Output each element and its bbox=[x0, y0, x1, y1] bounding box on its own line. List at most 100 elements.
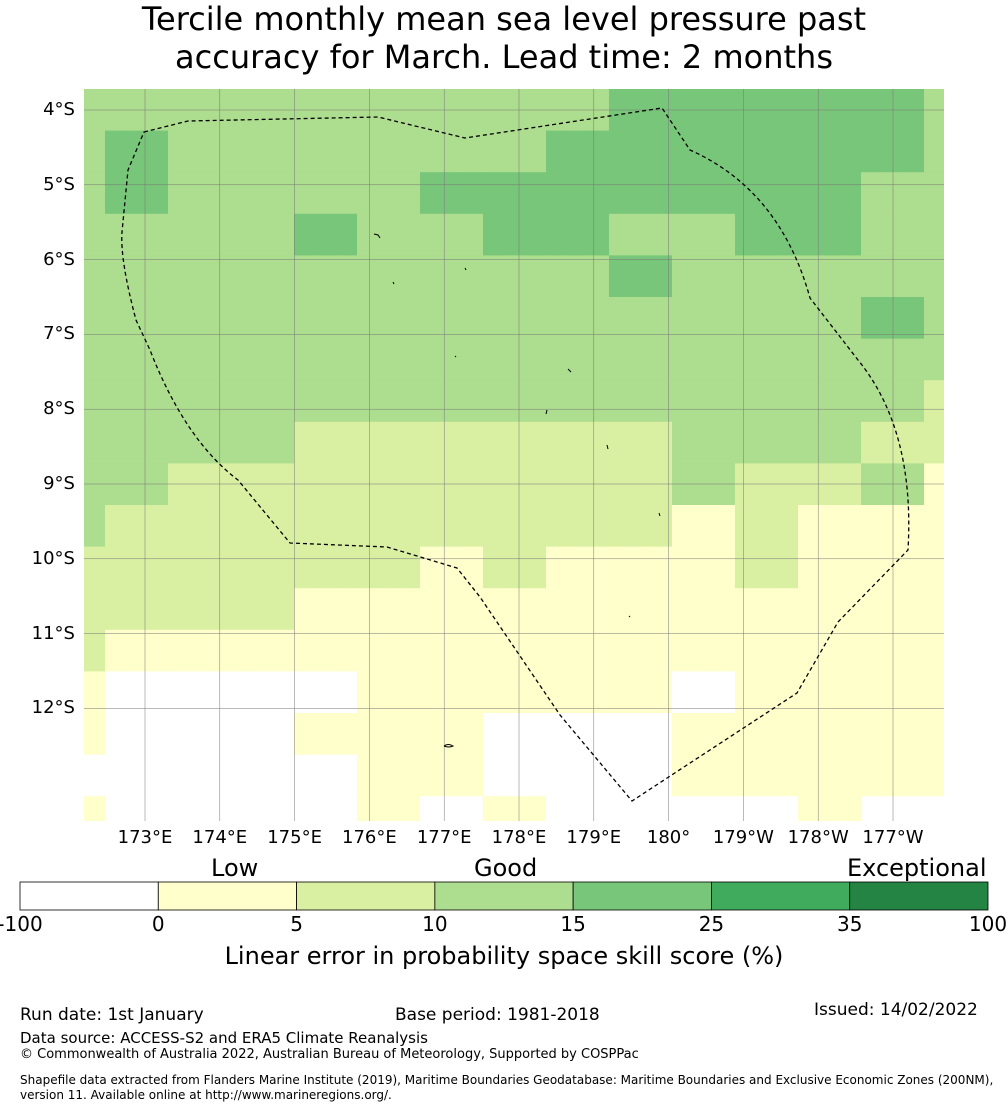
grid-cell bbox=[147, 172, 169, 215]
grid-cell bbox=[126, 505, 148, 548]
grid-cell bbox=[840, 463, 862, 506]
grid-cell bbox=[126, 421, 148, 464]
grid-cell bbox=[840, 338, 862, 381]
grid-cell bbox=[399, 671, 421, 714]
colorbar-label: Linear error in probability space skill … bbox=[224, 942, 784, 970]
island bbox=[567, 368, 572, 373]
grid-cell bbox=[903, 588, 925, 631]
grid-cell bbox=[672, 463, 694, 506]
grid-cell bbox=[378, 629, 400, 672]
grid-cell bbox=[105, 380, 127, 423]
grid-cell bbox=[294, 297, 316, 340]
island bbox=[443, 744, 455, 748]
grid-cell bbox=[924, 297, 946, 340]
grid-cell bbox=[819, 546, 841, 589]
grid-cell bbox=[420, 172, 442, 215]
grid-cell bbox=[861, 671, 883, 714]
grid-cell bbox=[357, 172, 379, 215]
grid-cell bbox=[315, 463, 337, 506]
grid-cell bbox=[693, 713, 715, 756]
colorbar-tick: 10 bbox=[422, 912, 448, 936]
grid-cell bbox=[672, 671, 694, 714]
grid-cell bbox=[420, 588, 442, 631]
grid-cell bbox=[126, 338, 148, 381]
grid-cell bbox=[189, 380, 211, 423]
grid-cell bbox=[735, 754, 757, 797]
grid-cell bbox=[483, 421, 505, 464]
grid-cell bbox=[756, 338, 778, 381]
grid-cell bbox=[756, 213, 778, 256]
grid-cell bbox=[924, 754, 946, 797]
grid-cell bbox=[630, 130, 652, 173]
grid-cell bbox=[147, 297, 169, 340]
grid-cell bbox=[924, 463, 946, 506]
grid-cell bbox=[798, 671, 820, 714]
grid-cell bbox=[378, 505, 400, 548]
grid-cell bbox=[252, 421, 274, 464]
grid-cell bbox=[483, 255, 505, 298]
grid-cell bbox=[315, 380, 337, 423]
grid-cell bbox=[105, 172, 127, 215]
grid-cell bbox=[462, 255, 484, 298]
grid-cell bbox=[420, 421, 442, 464]
grid-cell bbox=[315, 172, 337, 215]
grid-cell bbox=[462, 463, 484, 506]
grid-cell bbox=[231, 338, 253, 381]
grid-cell bbox=[630, 546, 652, 589]
grid-cell bbox=[672, 588, 694, 631]
grid-cell bbox=[84, 172, 106, 215]
grid-cell bbox=[315, 255, 337, 298]
grid-cell bbox=[147, 130, 169, 173]
grid-cell bbox=[903, 463, 925, 506]
grid-cell bbox=[147, 255, 169, 298]
grid-cell bbox=[714, 421, 736, 464]
grid-cell bbox=[819, 130, 841, 173]
colorbar-tick: 35 bbox=[836, 912, 863, 936]
map-title: Tercile monthly mean sea level pressure … bbox=[0, 0, 1008, 76]
shapefile-credit: Shapefile data extracted from Flanders M… bbox=[20, 1073, 994, 1102]
grid-cell bbox=[756, 671, 778, 714]
grid-cell bbox=[693, 338, 715, 381]
grid-cell bbox=[168, 172, 190, 215]
grid-cell bbox=[252, 629, 274, 672]
grid-cell bbox=[567, 463, 589, 506]
grid-cell bbox=[294, 463, 316, 506]
grid-cell bbox=[819, 588, 841, 631]
grid-cell bbox=[357, 588, 379, 631]
grid-cell bbox=[147, 671, 169, 714]
category-exceptional: Exceptional bbox=[847, 854, 987, 882]
grid-cell bbox=[525, 754, 547, 797]
grid-cell bbox=[294, 338, 316, 381]
lat-label: 4°S bbox=[43, 99, 75, 120]
grid-cell bbox=[462, 130, 484, 173]
grid-cell bbox=[378, 172, 400, 215]
grid-cell bbox=[252, 588, 274, 631]
grid-cell bbox=[189, 297, 211, 340]
grid-cell bbox=[630, 463, 652, 506]
grid-cell bbox=[588, 421, 610, 464]
grid-cell bbox=[378, 421, 400, 464]
grid-cell bbox=[210, 629, 232, 672]
grid-cell bbox=[714, 338, 736, 381]
colorbar-segment bbox=[711, 881, 851, 911]
grid-cell bbox=[189, 130, 211, 173]
grid-cell bbox=[336, 421, 358, 464]
grid-cell bbox=[315, 629, 337, 672]
grid-cell bbox=[924, 671, 946, 714]
grid-cell bbox=[105, 463, 127, 506]
grid-cell bbox=[357, 421, 379, 464]
grid-cell bbox=[735, 172, 757, 215]
grid-cell bbox=[588, 130, 610, 173]
grid-cell bbox=[651, 255, 673, 298]
grid-cell bbox=[588, 463, 610, 506]
grid-cell bbox=[903, 421, 925, 464]
grid-cell bbox=[840, 505, 862, 548]
grid-cell bbox=[567, 213, 589, 256]
grid-cell bbox=[315, 130, 337, 173]
lat-label: 9°S bbox=[43, 473, 75, 494]
grid-cell bbox=[84, 130, 106, 173]
grid-cell bbox=[693, 754, 715, 797]
grid-cell bbox=[105, 505, 127, 548]
grid-cell bbox=[777, 297, 799, 340]
grid-cell bbox=[504, 421, 526, 464]
